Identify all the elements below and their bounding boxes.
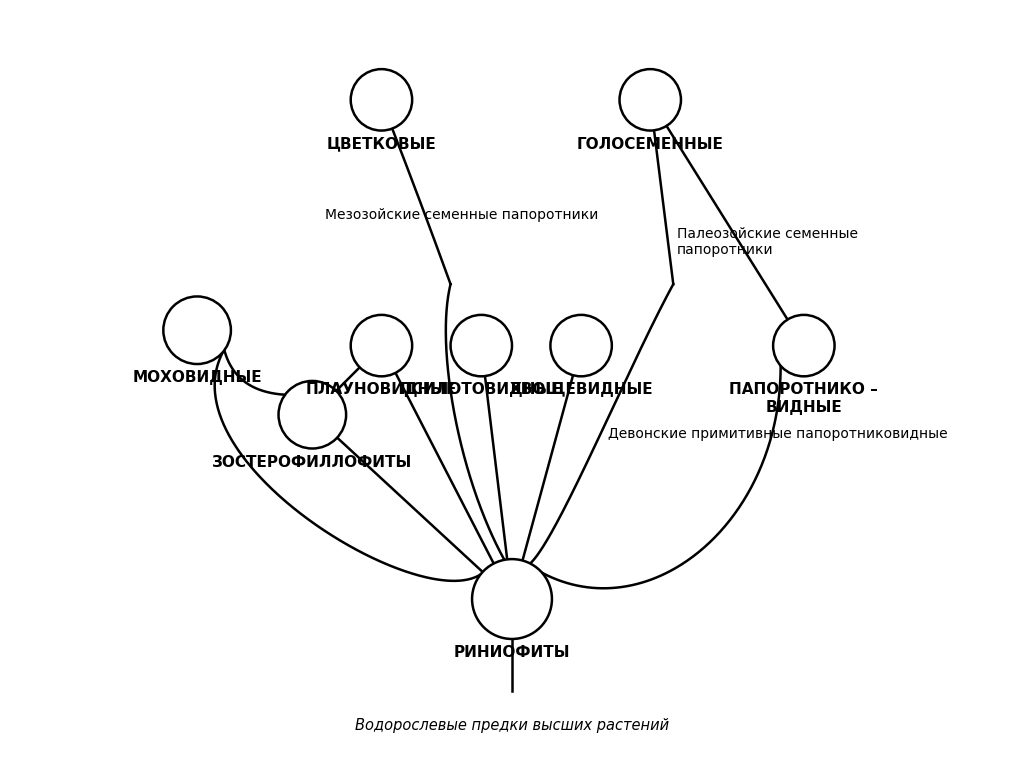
Text: ПЛАУНОВИДНЫЕ: ПЛАУНОВИДНЫЕ — [306, 382, 457, 398]
Text: РИНИОФИТЫ: РИНИОФИТЫ — [454, 645, 570, 660]
Text: Девонские примитивные папоротниковидные: Девонские примитивные папоротниковидные — [608, 427, 947, 441]
Text: Палеозойские семенные
папоротники: Палеозойские семенные папоротники — [677, 227, 858, 257]
Circle shape — [279, 381, 346, 449]
Text: ХВОЩЕВИДНЫЕ: ХВОЩЕВИДНЫЕ — [509, 382, 653, 398]
Circle shape — [620, 69, 681, 131]
Circle shape — [350, 69, 412, 131]
Circle shape — [551, 315, 612, 376]
Circle shape — [451, 315, 512, 376]
Circle shape — [773, 315, 835, 376]
Text: ПАПОРОТНИКО –
ВИДНЫЕ: ПАПОРОТНИКО – ВИДНЫЕ — [729, 382, 879, 415]
Text: Мезозойские семенные папоротники: Мезозойские семенные папоротники — [326, 208, 599, 222]
Text: ПСИЛОТОВИДНЫЕ: ПСИЛОТОВИДНЫЕ — [400, 382, 562, 398]
Circle shape — [164, 296, 231, 364]
Text: ГОЛОСЕМЕННЫЕ: ГОЛОСЕМЕННЫЕ — [577, 137, 724, 152]
Text: ЗОСТЕРОФИЛЛОФИТЫ: ЗОСТЕРОФИЛЛОФИТЫ — [212, 455, 413, 470]
Text: МОХОВИДНЫЕ: МОХОВИДНЫЕ — [132, 370, 262, 386]
Text: Водорослевые предки высших растений: Водорослевые предки высших растений — [355, 718, 669, 733]
Text: ЦВЕТКОВЫЕ: ЦВЕТКОВЫЕ — [327, 137, 436, 152]
Circle shape — [472, 559, 552, 639]
Circle shape — [350, 315, 412, 376]
